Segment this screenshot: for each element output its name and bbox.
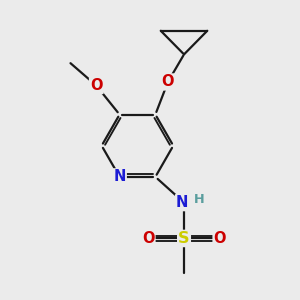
- Text: N: N: [176, 195, 188, 210]
- Text: O: O: [214, 231, 226, 246]
- Text: O: O: [90, 78, 103, 93]
- Text: O: O: [162, 74, 174, 89]
- Text: H: H: [194, 193, 204, 206]
- Text: O: O: [142, 231, 155, 246]
- Text: N: N: [113, 169, 126, 184]
- Text: S: S: [178, 231, 190, 246]
